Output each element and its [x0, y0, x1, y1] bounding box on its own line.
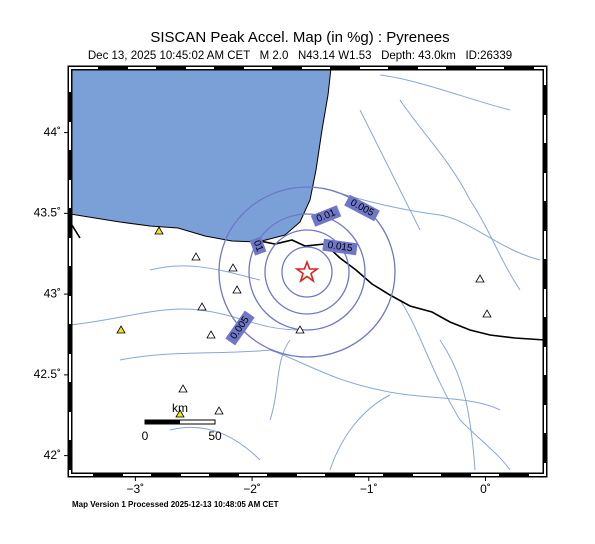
label-box [322, 238, 358, 256]
scale-label: 50 [208, 429, 222, 443]
map-area: 0.01 0.005 0.015 0.005 01 km 0 50 [67, 65, 548, 478]
label-box [249, 236, 267, 256]
label-box [310, 205, 342, 227]
scale-bar: km 0 50 [142, 401, 222, 443]
footer: Map Version 1 Processed 2025-12-13 10:48… [72, 500, 279, 509]
contour [281, 246, 333, 298]
y-tick-label: 43.5˚ [34, 206, 61, 220]
y-tick-label: 42.5˚ [34, 367, 61, 381]
y-tick-label: 44˚ [44, 125, 61, 139]
label-box [225, 310, 255, 346]
contour-label: 01 [251, 239, 265, 254]
contours [218, 186, 396, 358]
x-tick-label: −2˚ [243, 482, 261, 496]
scale-unit: km [172, 401, 188, 415]
epicenter [294, 259, 320, 284]
frame-pattern [69, 67, 546, 476]
y-tick-label: 43˚ [44, 286, 61, 300]
stations [116, 226, 492, 418]
x-tick-label: −3˚ [127, 482, 145, 496]
contour-label: 0.015 [327, 240, 354, 254]
rivers [69, 74, 541, 471]
y-tick-label: 42˚ [44, 448, 61, 462]
x-tick-label: −1˚ [360, 482, 378, 496]
scale-label: 0 [142, 429, 149, 443]
x-tick-label: 0˚ [480, 482, 491, 496]
contour [218, 186, 396, 358]
map-title: SISCAN Peak Accel. Map (in %g) : Pyrenee… [150, 29, 449, 46]
contour [248, 213, 366, 331]
map-subtitle: Dec 13, 2025 10:45:02 AM CET M 2.0 N43.1… [88, 50, 512, 62]
label-box [344, 194, 380, 222]
contour [264, 229, 350, 315]
